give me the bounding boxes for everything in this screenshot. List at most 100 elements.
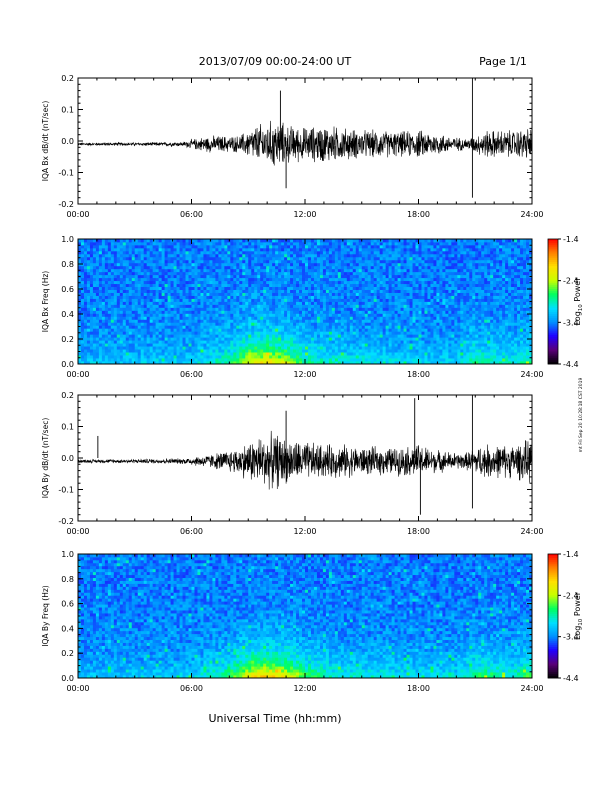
- heatmap-cell: [194, 268, 198, 273]
- heatmap-cell: [287, 307, 291, 311]
- heatmap-cell: [272, 268, 276, 273]
- heatmap-cell: [322, 280, 327, 285]
- heatmap-cell: [361, 268, 366, 273]
- heatmap-cell: [188, 316, 192, 320]
- heatmap-cell: [319, 352, 324, 356]
- heatmap-cell: [239, 316, 243, 320]
- heatmap-cell: [131, 292, 136, 296]
- heatmap-cell: [337, 286, 342, 290]
- heatmap-cell: [281, 331, 285, 335]
- heatmap-cell: [269, 265, 273, 270]
- heatmap-cell: [400, 256, 404, 261]
- heatmap-cell: [140, 361, 145, 365]
- heatmap-cell: [415, 343, 419, 347]
- heatmap-cell: [400, 244, 404, 249]
- heatmap-cell: [98, 316, 103, 320]
- heatmap-cell: [394, 271, 398, 276]
- heatmap-cell: [179, 277, 183, 282]
- heatmap-cell: [325, 325, 330, 329]
- heatmap-cell: [212, 334, 216, 338]
- heatmap-cell: [269, 277, 273, 282]
- heatmap-cell: [143, 334, 148, 338]
- heatmap-cell: [191, 343, 195, 347]
- heatmap-cell: [293, 301, 297, 305]
- heatmap-cell: [272, 239, 276, 243]
- heatmap-cell: [200, 322, 204, 326]
- heatmap-cell: [358, 352, 363, 356]
- heatmap-cell: [382, 361, 387, 365]
- heatmap-cell: [382, 313, 387, 317]
- heatmap-cell: [212, 310, 216, 314]
- heatmap-cell: [176, 361, 180, 365]
- heatmap-cell: [406, 265, 410, 270]
- heatmap-cell: [245, 292, 249, 296]
- heatmap-cell: [233, 316, 237, 320]
- heatmap-cell: [248, 322, 252, 326]
- heatmap-cell: [86, 313, 91, 317]
- heatmap-cell: [182, 337, 186, 341]
- heatmap-cell: [155, 283, 160, 288]
- heatmap-cell: [140, 322, 145, 326]
- heatmap-cell: [310, 337, 315, 341]
- heatmap-cell: [415, 295, 419, 299]
- heatmap-cell: [251, 239, 255, 243]
- heatmap-cell: [322, 313, 327, 317]
- heatmap-cell: [373, 256, 378, 261]
- heatmap-cell: [334, 349, 339, 353]
- heatmap-cell: [275, 355, 279, 359]
- heatmap-cell: [140, 319, 145, 323]
- heatmap-cell: [158, 280, 163, 285]
- heatmap-cell: [179, 286, 183, 290]
- heatmap-cell: [293, 334, 297, 338]
- heatmap-cell: [391, 307, 396, 311]
- heatmap-cell: [194, 271, 198, 276]
- heatmap-cell: [367, 239, 372, 243]
- heatmap-cell: [170, 313, 174, 317]
- heatmap-cell: [203, 340, 207, 344]
- heatmap-cell: [158, 352, 163, 356]
- heatmap-cell: [254, 283, 258, 288]
- heatmap-cell: [110, 271, 115, 276]
- heatmap-cell: [319, 343, 324, 347]
- heatmap-cell: [322, 292, 327, 296]
- heatmap-cell: [409, 352, 413, 356]
- heatmap-cell: [221, 301, 225, 305]
- heatmap-cell: [203, 349, 207, 353]
- heatmap-cell: [203, 328, 207, 332]
- heatmap-cell: [128, 265, 133, 270]
- heatmap-cell: [230, 310, 234, 314]
- heatmap-cell: [182, 247, 186, 252]
- heatmap-cell: [236, 280, 240, 285]
- heatmap-cell: [212, 244, 216, 249]
- heatmap-cell: [167, 256, 171, 261]
- heatmap-cell: [322, 274, 327, 279]
- heatmap-cell: [197, 328, 201, 332]
- heatmap-cell: [361, 310, 366, 314]
- heatmap-cell: [358, 244, 363, 249]
- heatmap-cell: [176, 250, 180, 255]
- heatmap-cell: [322, 277, 327, 282]
- heatmap-cell: [343, 259, 348, 264]
- heatmap-cell: [191, 313, 195, 317]
- heatmap-cell: [101, 247, 106, 252]
- heatmap-cell: [140, 244, 145, 249]
- heatmap-cell: [158, 289, 163, 293]
- heatmap-cell: [242, 331, 246, 335]
- heatmap-cell: [316, 361, 321, 365]
- heatmap-cell: [272, 301, 276, 305]
- heatmap-cell: [388, 331, 393, 335]
- heatmap-cell: [182, 271, 186, 276]
- heatmap-cell: [116, 292, 121, 296]
- heatmap-cell: [119, 241, 124, 246]
- heatmap-cell: [349, 283, 354, 288]
- heatmap-cell: [340, 340, 345, 344]
- heatmap-cell: [322, 298, 327, 302]
- heatmap-cell: [242, 349, 246, 353]
- heatmap-cell: [269, 346, 273, 350]
- heatmap-cell: [218, 274, 222, 279]
- heatmap-cell: [200, 239, 204, 243]
- heatmap-cell: [355, 292, 360, 296]
- heatmap-cell: [391, 361, 396, 365]
- heatmap-cell: [179, 328, 183, 332]
- heatmap-cell: [143, 319, 148, 323]
